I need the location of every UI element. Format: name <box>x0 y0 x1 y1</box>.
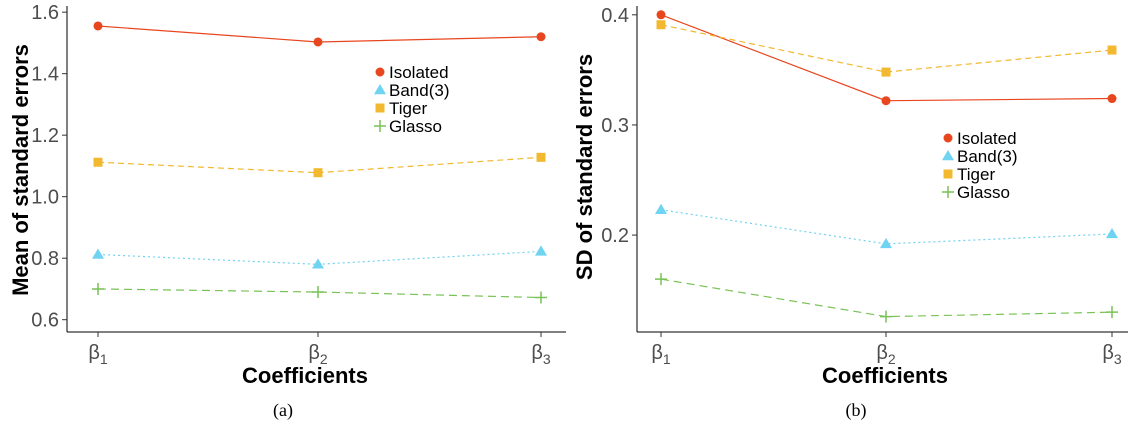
series-line <box>97 288 542 299</box>
series-line <box>660 209 1113 245</box>
x-tick-label: β2 <box>876 342 896 367</box>
legend-marker <box>374 120 386 132</box>
y-tick-label: 1.2 <box>31 125 59 147</box>
y-tick-label: 1.6 <box>31 2 59 24</box>
x-tick-label: β1 <box>651 342 671 367</box>
legend-marker <box>375 103 385 113</box>
data-point <box>1107 45 1117 55</box>
data-point <box>1107 94 1117 104</box>
data-point <box>535 245 547 256</box>
x-axis-title: Coefficients <box>242 363 368 388</box>
data-point <box>536 32 546 42</box>
legend-marker <box>943 133 953 143</box>
data-point <box>92 282 104 295</box>
legend-label: Tiger <box>389 99 427 118</box>
series-tiger <box>656 20 1117 77</box>
chart-panel-b: 0.2 0.3 0.4 β1 β2 β3 Coefficients SD of standar… <box>572 5 1128 421</box>
data-point <box>1106 306 1118 319</box>
data-point <box>313 168 323 178</box>
data-point <box>312 286 324 299</box>
data-point <box>92 248 104 259</box>
data-point <box>535 291 547 304</box>
y-tick-label: 0.2 <box>601 225 629 247</box>
data-point <box>93 157 103 167</box>
y-tick-label: 1.0 <box>31 187 59 209</box>
panel-caption: (a) <box>273 400 293 421</box>
data-point <box>536 152 546 162</box>
x-tick-label: β3 <box>1102 342 1122 367</box>
data-point <box>881 96 891 106</box>
data-point <box>880 237 892 249</box>
legend-label: Glasso <box>957 183 1010 202</box>
legend-label: Band(3) <box>389 81 449 100</box>
data-point <box>313 37 323 47</box>
legend-label: Glasso <box>389 117 442 136</box>
legend-marker <box>942 186 954 198</box>
y-axis-title: Mean of standard errors <box>8 44 33 296</box>
legend-label: Tiger <box>957 165 995 184</box>
x-axis-title: Coefficients <box>822 363 948 388</box>
x-tick-label: β1 <box>88 342 108 367</box>
data-point <box>881 67 891 77</box>
series-band-3- <box>92 245 547 269</box>
legend-label: Isolated <box>389 63 449 82</box>
chart-panel-a: 0.6 0.8 1.0 1.2 1.4 1.6 β1 β2 β3 Coefficients Mean… <box>8 2 566 421</box>
y-tick-label: 1.4 <box>31 64 59 86</box>
y-tick-label: 0.8 <box>31 248 59 270</box>
legend-label: Band(3) <box>957 147 1017 166</box>
series-glasso <box>655 273 1118 323</box>
data-point <box>880 310 892 323</box>
y-tick-label: 0.4 <box>601 5 629 27</box>
series-tiger <box>93 152 546 178</box>
data-point <box>312 258 324 269</box>
legend-marker <box>943 169 953 179</box>
data-point <box>656 10 666 20</box>
series-line <box>660 14 1113 102</box>
y-tick-label: 0.3 <box>601 115 629 137</box>
x-tick-label: β2 <box>308 342 328 367</box>
data-point <box>1106 227 1118 239</box>
series-isolated <box>656 10 1117 106</box>
panel-caption: (b) <box>846 400 867 421</box>
legend-label: Isolated <box>957 129 1017 148</box>
legend-marker <box>374 84 386 95</box>
data-point <box>93 21 103 31</box>
data-point <box>655 273 667 286</box>
series-band-3- <box>655 203 1118 249</box>
data-point <box>655 203 667 214</box>
y-tick-label: 0.6 <box>31 310 59 332</box>
y-axis-title: SD of standard errors <box>572 54 597 280</box>
series-line <box>660 24 1113 73</box>
series-glasso <box>92 282 547 304</box>
data-point <box>656 20 666 30</box>
series-isolated <box>93 21 546 47</box>
legend-marker <box>942 150 954 161</box>
x-tick-label: β3 <box>531 342 551 367</box>
legend-marker <box>375 67 385 77</box>
